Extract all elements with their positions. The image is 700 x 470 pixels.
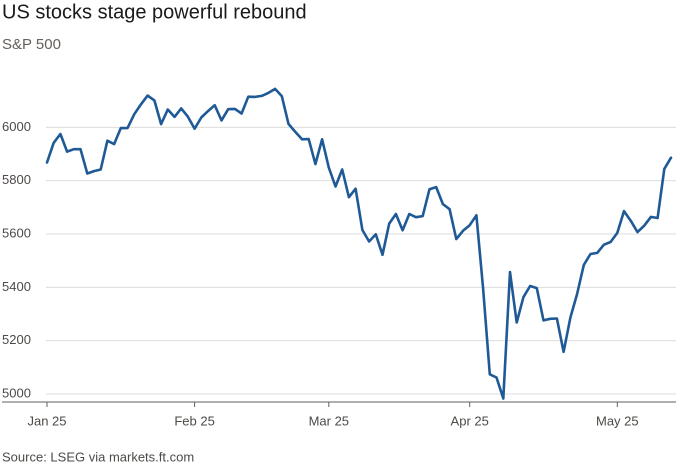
price-line xyxy=(45,87,673,400)
y-tick-label: 5200 xyxy=(2,332,31,347)
chart-title: US stocks stage powerful rebound xyxy=(2,1,307,23)
x-tick-label: Feb 25 xyxy=(174,413,214,428)
source-note: Source: LSEG via markets.ft.com xyxy=(2,449,194,464)
x-tick-label: May 25 xyxy=(596,413,639,428)
y-tick-label: 5600 xyxy=(2,225,31,240)
y-tick-label: 6000 xyxy=(2,119,31,134)
x-tick-label: Mar 25 xyxy=(309,413,349,428)
y-tick-label: 5400 xyxy=(2,279,31,294)
x-tick-label: Apr 25 xyxy=(451,413,489,428)
x-tick-label: Jan 25 xyxy=(27,413,66,428)
y-tick-label: 5000 xyxy=(2,385,31,400)
y-tick-label: 5800 xyxy=(2,172,31,187)
chart-subtitle: S&P 500 xyxy=(2,36,61,53)
